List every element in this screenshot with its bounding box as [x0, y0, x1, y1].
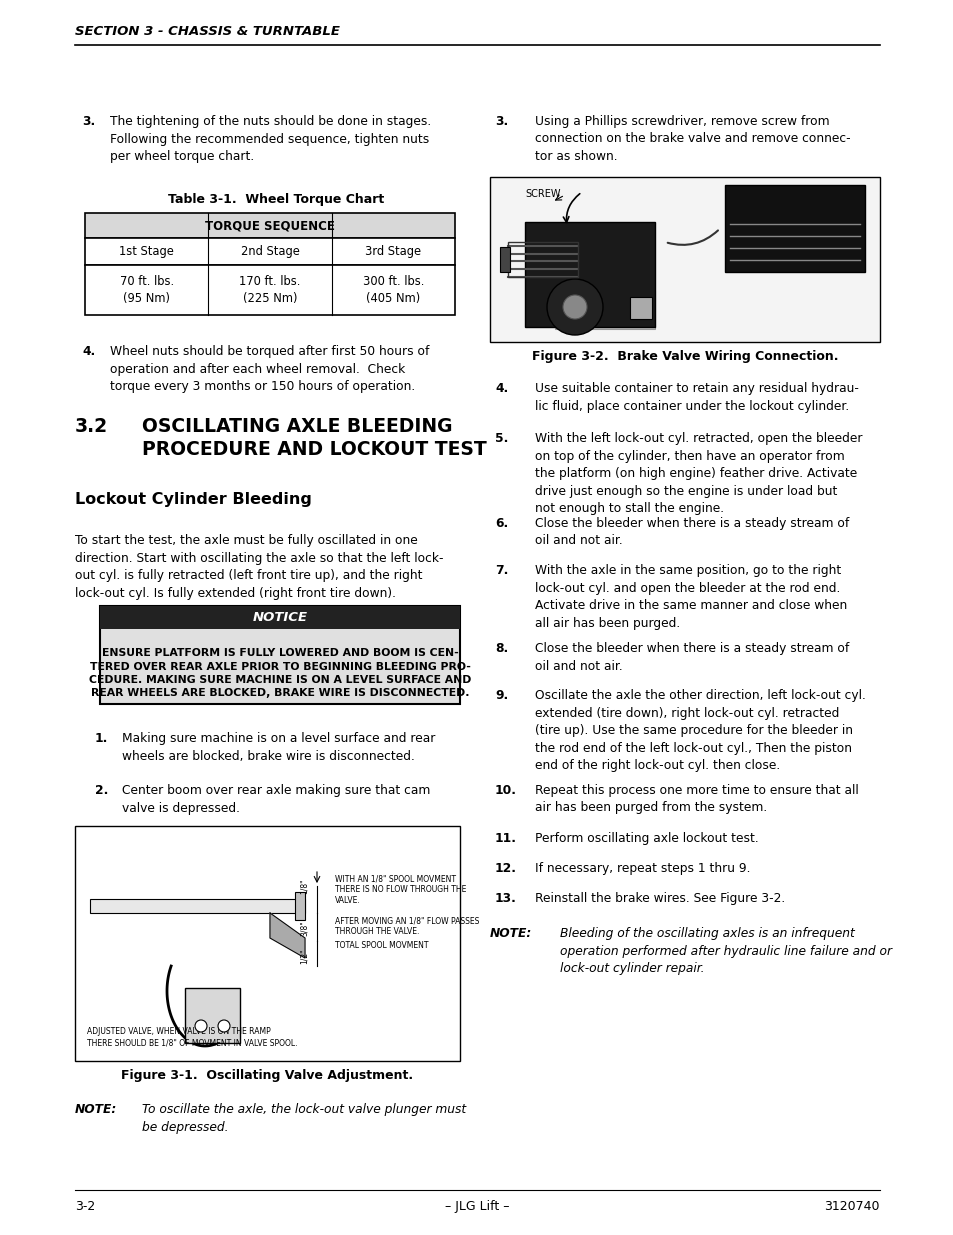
Text: 170 ft. lbs.
(225 Nm): 170 ft. lbs. (225 Nm)	[239, 275, 300, 305]
Bar	[490, 177, 879, 342]
Text: NOTE:: NOTE:	[490, 927, 532, 940]
Text: 3.: 3.	[82, 115, 95, 128]
Text: Close the bleeder when there is a steady stream of
oil and not air.: Close the bleeder when there is a steady…	[535, 517, 848, 547]
Text: The tightening of the nuts should be done in stages.
Following the recommended s: The tightening of the nuts should be don…	[110, 115, 431, 163]
Text: To start the test, the axle must be fully oscillated in one
direction. Start wit: To start the test, the axle must be full…	[75, 534, 443, 599]
Text: 4.: 4.	[495, 382, 508, 395]
Text: Bleeding of the oscillating axles is an infrequent
operation performed after hyd: Bleeding of the oscillating axles is an …	[559, 927, 891, 974]
Bar	[100, 606, 459, 629]
Text: 11.: 11.	[495, 832, 517, 845]
Text: If necessary, repeat steps 1 thru 9.: If necessary, repeat steps 1 thru 9.	[535, 862, 750, 876]
Text: SCREW: SCREW	[524, 189, 560, 199]
Text: ENSURE PLATFORM IS FULLY LOWERED AND BOOM IS CEN-
TERED OVER REAR AXLE PRIOR TO : ENSURE PLATFORM IS FULLY LOWERED AND BOO…	[89, 648, 471, 698]
Bar	[524, 222, 655, 327]
Text: SECTION 3 - CHASSIS & TURNTABLE: SECTION 3 - CHASSIS & TURNTABLE	[75, 25, 339, 38]
Text: 13.: 13.	[495, 892, 517, 905]
Text: 300 ft. lbs.
(405 Nm): 300 ft. lbs. (405 Nm)	[362, 275, 423, 305]
Bar	[507, 242, 578, 277]
Text: WITH AN 1/8" SPOOL MOVMENT
THERE IS NO FLOW THROUGH THE
VALVE.: WITH AN 1/8" SPOOL MOVMENT THERE IS NO F…	[335, 874, 466, 905]
Text: With the left lock-out cyl. retracted, open the bleeder
on top of the cylinder, : With the left lock-out cyl. retracted, o…	[535, 432, 862, 515]
Text: 7.: 7.	[495, 564, 508, 577]
Text: 1/2": 1/2"	[299, 948, 309, 963]
Text: Oscillate the axle the other direction, left lock-out cyl.
extended (tire down),: Oscillate the axle the other direction, …	[535, 689, 865, 772]
Text: 8.: 8.	[495, 642, 508, 655]
Bar	[85, 212, 455, 238]
Text: 1/8": 1/8"	[299, 878, 309, 894]
Text: Close the bleeder when there is a steady stream of
oil and not air.: Close the bleeder when there is a steady…	[535, 642, 848, 673]
Text: Lockout Cylinder Bleeding: Lockout Cylinder Bleeding	[75, 492, 312, 508]
Text: 2nd Stage: 2nd Stage	[240, 245, 299, 258]
Bar	[75, 826, 459, 1061]
Text: 3/8": 3/8"	[299, 920, 309, 936]
Text: 1.: 1.	[95, 732, 109, 745]
Text: OSCILLATING AXLE BLEEDING
PROCEDURE AND LOCKOUT TEST: OSCILLATING AXLE BLEEDING PROCEDURE AND …	[142, 417, 486, 458]
Text: TORQUE SEQUENCE: TORQUE SEQUENCE	[205, 219, 335, 232]
Bar	[85, 238, 455, 266]
Text: Wheel nuts should be torqued after first 50 hours of
operation and after each wh: Wheel nuts should be torqued after first…	[110, 345, 429, 393]
Text: Using a Phillips screwdriver, remove screw from
connection on the brake valve an: Using a Phillips screwdriver, remove scr…	[535, 115, 850, 163]
Bar	[185, 988, 240, 1044]
Text: AFTER MOVING AN 1/8" FLOW PASSES
THROUGH THE VALVE.: AFTER MOVING AN 1/8" FLOW PASSES THROUGH…	[335, 916, 478, 936]
Text: To oscillate the axle, the lock-out valve plunger must
be depressed.: To oscillate the axle, the lock-out valv…	[142, 1103, 466, 1134]
Bar	[294, 892, 305, 920]
Text: 1st Stage: 1st Stage	[119, 245, 173, 258]
Text: 2.: 2.	[95, 784, 109, 797]
Bar	[90, 899, 305, 913]
Text: 3120740: 3120740	[823, 1200, 879, 1213]
Text: ADJUSTED VALVE, WHEN VALVE IS ON THE RAMP
THERE SHOULD BE 1/8" OF MOVMENT IN VAL: ADJUSTED VALVE, WHEN VALVE IS ON THE RAM…	[87, 1026, 297, 1047]
Bar	[499, 247, 510, 272]
Bar	[555, 291, 655, 329]
Text: NOTE:: NOTE:	[75, 1103, 117, 1116]
Bar	[629, 296, 651, 319]
Text: 3.: 3.	[495, 115, 508, 128]
Text: – JLG Lift –: – JLG Lift –	[444, 1200, 509, 1213]
Text: Reinstall the brake wires. See Figure 3-2.: Reinstall the brake wires. See Figure 3-…	[535, 892, 784, 905]
Text: With the axle in the same position, go to the right
lock-out cyl. and open the b: With the axle in the same position, go t…	[535, 564, 846, 630]
Circle shape	[218, 1020, 230, 1032]
Text: Center boom over rear axle making sure that cam
valve is depressed.: Center boom over rear axle making sure t…	[122, 784, 430, 815]
Circle shape	[194, 1020, 207, 1032]
Text: Making sure machine is on a level surface and rear
wheels are blocked, brake wir: Making sure machine is on a level surfac…	[122, 732, 435, 762]
Text: Figure 3-1.  Oscillating Valve Adjustment.: Figure 3-1. Oscillating Valve Adjustment…	[121, 1070, 414, 1082]
Bar	[100, 606, 459, 704]
Text: 10.: 10.	[495, 784, 517, 797]
Text: 3.2: 3.2	[75, 417, 108, 436]
Text: NOTICE: NOTICE	[253, 611, 307, 624]
Text: 12.: 12.	[495, 862, 517, 876]
Text: 3rd Stage: 3rd Stage	[365, 245, 421, 258]
Text: 3-2: 3-2	[75, 1200, 95, 1213]
Polygon shape	[270, 913, 305, 958]
Text: TOTAL SPOOL MOVMENT: TOTAL SPOOL MOVMENT	[335, 941, 428, 950]
Bar	[85, 266, 455, 315]
Text: Perform oscillating axle lockout test.: Perform oscillating axle lockout test.	[535, 832, 758, 845]
Text: Figure 3-2.  Brake Valve Wiring Connection.: Figure 3-2. Brake Valve Wiring Connectio…	[531, 350, 838, 363]
Text: 70 ft. lbs.
(95 Nm): 70 ft. lbs. (95 Nm)	[119, 275, 173, 305]
Text: Repeat this process one more time to ensure that all
air has been purged from th: Repeat this process one more time to ens…	[535, 784, 858, 815]
Text: Use suitable container to retain any residual hydrau-
lic fluid, place container: Use suitable container to retain any res…	[535, 382, 858, 412]
Text: 9.: 9.	[495, 689, 508, 701]
Text: Table 3-1.  Wheel Torque Chart: Table 3-1. Wheel Torque Chart	[168, 193, 384, 206]
Circle shape	[546, 279, 602, 335]
Text: 5.: 5.	[495, 432, 508, 445]
Bar	[724, 185, 864, 272]
Text: 6.: 6.	[495, 517, 508, 530]
Circle shape	[562, 295, 586, 319]
Text: 4.: 4.	[82, 345, 95, 358]
